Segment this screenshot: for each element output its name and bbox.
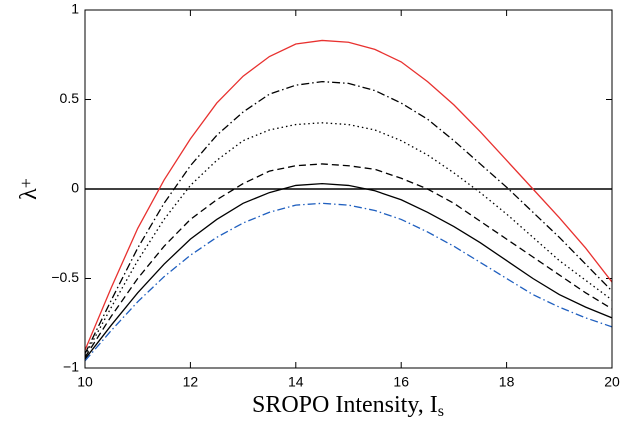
x-axis-label: SROPO Intensity, Is: [252, 392, 444, 420]
y-tick-label: 0: [71, 180, 79, 196]
series-line: [84, 163, 613, 358]
x-tick-label: 16: [393, 374, 409, 390]
y-tick-label: 1: [71, 1, 79, 17]
y-tick-label: 0.5: [60, 90, 80, 106]
y-tick-label: −1: [63, 359, 79, 375]
plot-frame: [84, 9, 613, 369]
series-line: [84, 122, 613, 356]
y-axis-label: λ+: [16, 178, 42, 200]
x-tick-label: 18: [499, 374, 515, 390]
y-tick-label: −0.5: [51, 269, 79, 285]
series-line: [84, 202, 613, 362]
x-tick-label: 10: [77, 374, 93, 390]
series-line: [84, 80, 613, 354]
series-line: [84, 39, 613, 351]
x-tick-label: 14: [288, 374, 304, 390]
x-tick-label: 12: [183, 374, 199, 390]
x-tick-label: 20: [604, 374, 620, 390]
series-line: [84, 182, 613, 360]
